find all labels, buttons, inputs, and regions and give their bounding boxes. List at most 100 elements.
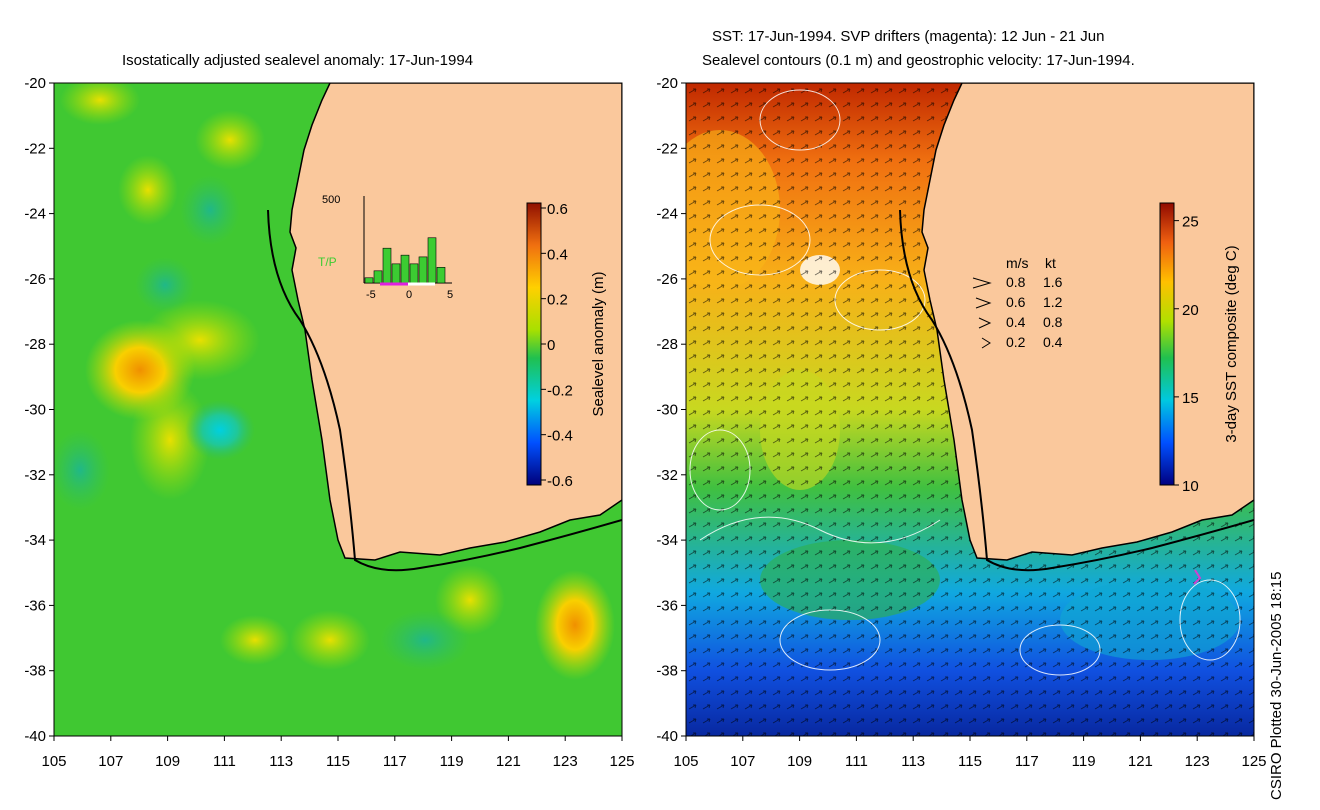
sla-colorbar-tick: 0.4 <box>547 246 568 263</box>
lat-label: -38 <box>24 663 46 680</box>
lat-label: -38 <box>656 663 678 680</box>
lon-label: 119 <box>440 753 464 770</box>
lon-label: 115 <box>326 753 350 770</box>
lat-label: -28 <box>656 336 678 353</box>
velocity-legend-ms: 0.2 <box>1006 334 1026 350</box>
velocity-arrow-icon <box>972 277 992 289</box>
sla-colorbar-tick: -0.6 <box>547 473 573 490</box>
lon-label: 105 <box>673 753 698 770</box>
inset-histogram: T/P 500 -5 0 5 <box>318 194 453 301</box>
histogram-xtick-2: 5 <box>447 289 453 301</box>
lon-label: 117 <box>383 753 407 770</box>
sla-colorbar-label: Sealevel anomaly (m) <box>590 271 607 416</box>
lat-label: -20 <box>656 75 678 92</box>
histogram-bar <box>364 277 374 284</box>
velocity-legend-header-ms: m/s <box>1006 255 1029 271</box>
lon-label: 109 <box>787 753 812 770</box>
lat-label: -20 <box>24 75 46 92</box>
lon-label: 107 <box>730 753 755 770</box>
lat-label: -28 <box>24 336 46 353</box>
lat-label: -34 <box>656 532 678 549</box>
velocity-legend: m/s kt 0.8 1.6 0.6 1.2 0.4 0.8 0.2 0.4 <box>972 255 1063 350</box>
lat-label: -36 <box>24 597 46 614</box>
sla-colorbar-tick: 0.2 <box>547 292 568 309</box>
sla-colorbar-tick: 0 <box>547 337 555 354</box>
australia-land-right <box>921 83 1254 561</box>
sst-colorbar-tick: 10 <box>1182 478 1199 495</box>
lat-label: -30 <box>656 402 678 419</box>
lat-label: -34 <box>24 532 46 549</box>
velocity-arrow-icon <box>975 297 992 309</box>
lat-label: -22 <box>24 140 46 157</box>
velocity-legend-kt: 0.8 <box>1043 314 1063 330</box>
sla-colorbar: 0.6 0.4 0.2 0 -0.2 -0.4 -0.6 Sealevel anomaly … <box>526 201 607 490</box>
sla-colorbar-tick: 0.6 <box>547 201 568 218</box>
histogram-bar <box>373 270 383 284</box>
velocity-legend-kt: 1.6 <box>1043 274 1063 290</box>
lon-label: 121 <box>1128 753 1153 770</box>
lat-label: -36 <box>656 597 678 614</box>
histogram-label: T/P <box>318 255 337 269</box>
histogram-bar <box>409 263 419 284</box>
velocity-legend-kt: 1.2 <box>1043 294 1063 310</box>
velocity-legend-ms: 0.8 <box>1006 274 1026 290</box>
histogram-xtick-1: 0 <box>406 289 412 301</box>
velocity-legend-header-kt: kt <box>1045 255 1056 271</box>
lon-label: 105 <box>41 753 66 770</box>
lat-label: -40 <box>24 728 46 745</box>
velocity-arrow-icon <box>978 317 992 329</box>
lon-label: 125 <box>609 753 634 770</box>
lat-label: -22 <box>656 140 678 157</box>
lat-label: -24 <box>24 206 46 223</box>
right-panel-title-line2: Sealevel contours (0.1 m) and geostrophi… <box>702 52 1135 69</box>
lon-label: 117 <box>1015 753 1039 770</box>
lon-label: 123 <box>1185 753 1210 770</box>
sla-colorbar-tick: -0.4 <box>547 428 573 445</box>
histogram-bar <box>427 237 437 284</box>
lat-label: -26 <box>656 271 678 288</box>
histogram-bar <box>436 267 446 284</box>
sst-colorbar-tick: 25 <box>1182 214 1199 231</box>
right-panel-title-line1: SST: 17-Jun-1994. SVP drifters (magenta)… <box>712 28 1105 45</box>
lat-label: -26 <box>24 271 46 288</box>
lat-label: -24 <box>656 206 678 223</box>
lon-label: 113 <box>269 753 293 770</box>
histogram-bar <box>400 254 410 284</box>
lat-label: -32 <box>24 467 46 484</box>
sealevel-contours <box>689 89 1241 676</box>
lon-label: 109 <box>155 753 180 770</box>
histogram-bar <box>382 247 392 284</box>
velocity-legend-kt: 0.4 <box>1043 334 1063 350</box>
lon-label: 119 <box>1072 753 1096 770</box>
lon-label: 115 <box>958 753 982 770</box>
histogram-xtick-0: -5 <box>366 289 376 301</box>
lon-label: 107 <box>98 753 123 770</box>
lon-label: 111 <box>845 753 868 770</box>
histogram-bar <box>391 263 401 284</box>
lat-label: -30 <box>24 402 46 419</box>
sst-colorbar-label: 3-day SST composite (deg C) <box>1223 245 1240 442</box>
histogram-bar <box>418 256 428 284</box>
sla-map <box>54 83 622 736</box>
lat-label: -32 <box>656 467 678 484</box>
lon-label: 123 <box>553 753 578 770</box>
left-panel-title: Isostatically adjusted sealevel anomaly:… <box>122 52 474 69</box>
drifter-track <box>1193 569 1202 585</box>
histogram-ymax-label: 500 <box>322 194 340 206</box>
velocity-legend-ms: 0.6 <box>1006 294 1026 310</box>
credit-text: CSIRO Plotted 30-Jun-2005 18:15 <box>1268 571 1285 800</box>
lon-label: 125 <box>1241 753 1266 770</box>
lon-label: 121 <box>496 753 521 770</box>
lon-label: 113 <box>901 753 925 770</box>
isobath-line <box>267 209 622 572</box>
sst-colorbar-tick: 20 <box>1182 302 1199 319</box>
sla-colorbar-tick: -0.2 <box>547 382 573 399</box>
velocity-legend-ms: 0.4 <box>1006 314 1026 330</box>
lat-label: -40 <box>656 728 678 745</box>
lon-label: 111 <box>213 753 236 770</box>
sst-colorbar: 25 20 15 10 3-day SST composite (deg C) <box>1159 202 1240 495</box>
velocity-arrow-icon <box>981 337 991 349</box>
sst-colorbar-tick: 15 <box>1182 390 1199 407</box>
